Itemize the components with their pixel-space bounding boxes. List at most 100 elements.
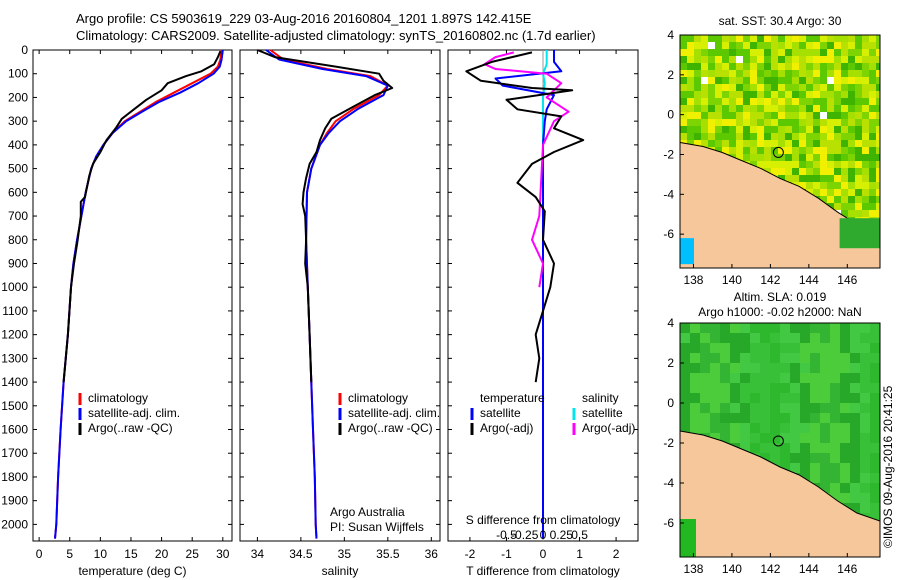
map-cell (869, 77, 876, 84)
map-cell (750, 133, 757, 140)
map-cell (771, 77, 778, 84)
map-cell (869, 133, 876, 140)
map-cell (876, 63, 880, 70)
map-cell (700, 363, 710, 373)
map-cell (810, 433, 820, 443)
map-cell (813, 182, 820, 189)
map-cell (736, 105, 743, 112)
map-cell (694, 112, 701, 119)
map-cell (855, 35, 862, 42)
depth-tick-label: 200 (8, 90, 28, 104)
map-cell (855, 161, 862, 168)
map-cell (840, 363, 850, 373)
map-cell (813, 105, 820, 112)
depth-tick-label: 900 (8, 256, 28, 270)
map-cell (870, 343, 880, 353)
map-cell (855, 210, 862, 217)
map-x-tick-label: 138 (683, 273, 703, 287)
map-cell (680, 112, 687, 119)
map-cell (694, 126, 701, 133)
map-cell (722, 105, 729, 112)
map-cell (722, 49, 729, 56)
map-cell (876, 133, 880, 140)
x-tick-label: 15 (124, 547, 138, 561)
map-cell (870, 413, 880, 423)
sst-map-title: sat. SST: 30.4 Argo: 30 (719, 14, 842, 28)
map-cell (785, 49, 792, 56)
map-cell (799, 70, 806, 77)
map-cell (722, 140, 729, 147)
map-cell (778, 140, 785, 147)
sst-map: 138 140 142 144 146 4 2 0 -2 -4 -6 sat. SST: 30.4 A… (663, 14, 881, 287)
map-cell (827, 77, 834, 84)
map-cell (778, 77, 785, 84)
map-cell (834, 112, 841, 119)
map-cell (780, 373, 790, 383)
map-cell (850, 343, 860, 353)
map-cell (806, 63, 813, 70)
map-cell (757, 133, 764, 140)
map-cell (690, 323, 700, 333)
map-cell (694, 42, 701, 49)
map-cell (827, 84, 834, 91)
map-cell (687, 70, 694, 77)
map-x-tick-label: 138 (683, 562, 703, 576)
map-cell (743, 126, 750, 133)
map-cell (764, 49, 771, 56)
map-cell (687, 105, 694, 112)
map-cell (771, 154, 778, 161)
map-cell (870, 473, 880, 483)
map-cell (862, 196, 869, 203)
map-cell (757, 161, 764, 168)
map-cell (820, 140, 827, 147)
map-cell (820, 353, 830, 363)
diff-top-tick-label: 0.25 (550, 528, 574, 542)
map-cell (813, 126, 820, 133)
map-cell (715, 49, 722, 56)
map-cell (862, 133, 869, 140)
map-cell (820, 189, 827, 196)
map-cell (848, 63, 855, 70)
depth-tick-label: 1300 (1, 351, 28, 365)
map-cell (876, 175, 880, 182)
map-cell (760, 363, 770, 373)
map-cell (827, 35, 834, 42)
map-cell (860, 473, 870, 483)
map-cell (800, 463, 810, 473)
map-cell (855, 56, 862, 63)
map-cell (806, 91, 813, 98)
map-cell (800, 433, 810, 443)
map-cell (764, 154, 771, 161)
map-cell (680, 343, 690, 353)
map-cell (841, 112, 848, 119)
map-cell (764, 42, 771, 49)
map-cell (813, 112, 820, 119)
map-cell (869, 56, 876, 63)
map-cell (715, 42, 722, 49)
map-cell (862, 49, 869, 56)
depth-tick-label: 700 (8, 209, 28, 223)
map-cell (720, 413, 730, 423)
map-cell (764, 105, 771, 112)
temperature-frame (32, 49, 233, 542)
map-cell (680, 77, 687, 84)
map-cell (862, 154, 869, 161)
map-cell (840, 413, 850, 423)
map-cell (740, 323, 750, 333)
map-cell (827, 175, 834, 182)
map-cell (701, 35, 708, 42)
map-cell (806, 133, 813, 140)
map-cell (790, 433, 800, 443)
map-cell (860, 443, 870, 453)
map-cell (792, 133, 799, 140)
map-cell (792, 70, 799, 77)
map-cell (860, 333, 870, 343)
map-cell (876, 42, 880, 49)
map-y-tick-label: -4 (663, 476, 674, 490)
map-cell (813, 35, 820, 42)
map-cell (862, 168, 869, 175)
map-cell (701, 84, 708, 91)
map-cell (813, 63, 820, 70)
map-cell (820, 56, 827, 63)
map-cell (876, 35, 880, 42)
